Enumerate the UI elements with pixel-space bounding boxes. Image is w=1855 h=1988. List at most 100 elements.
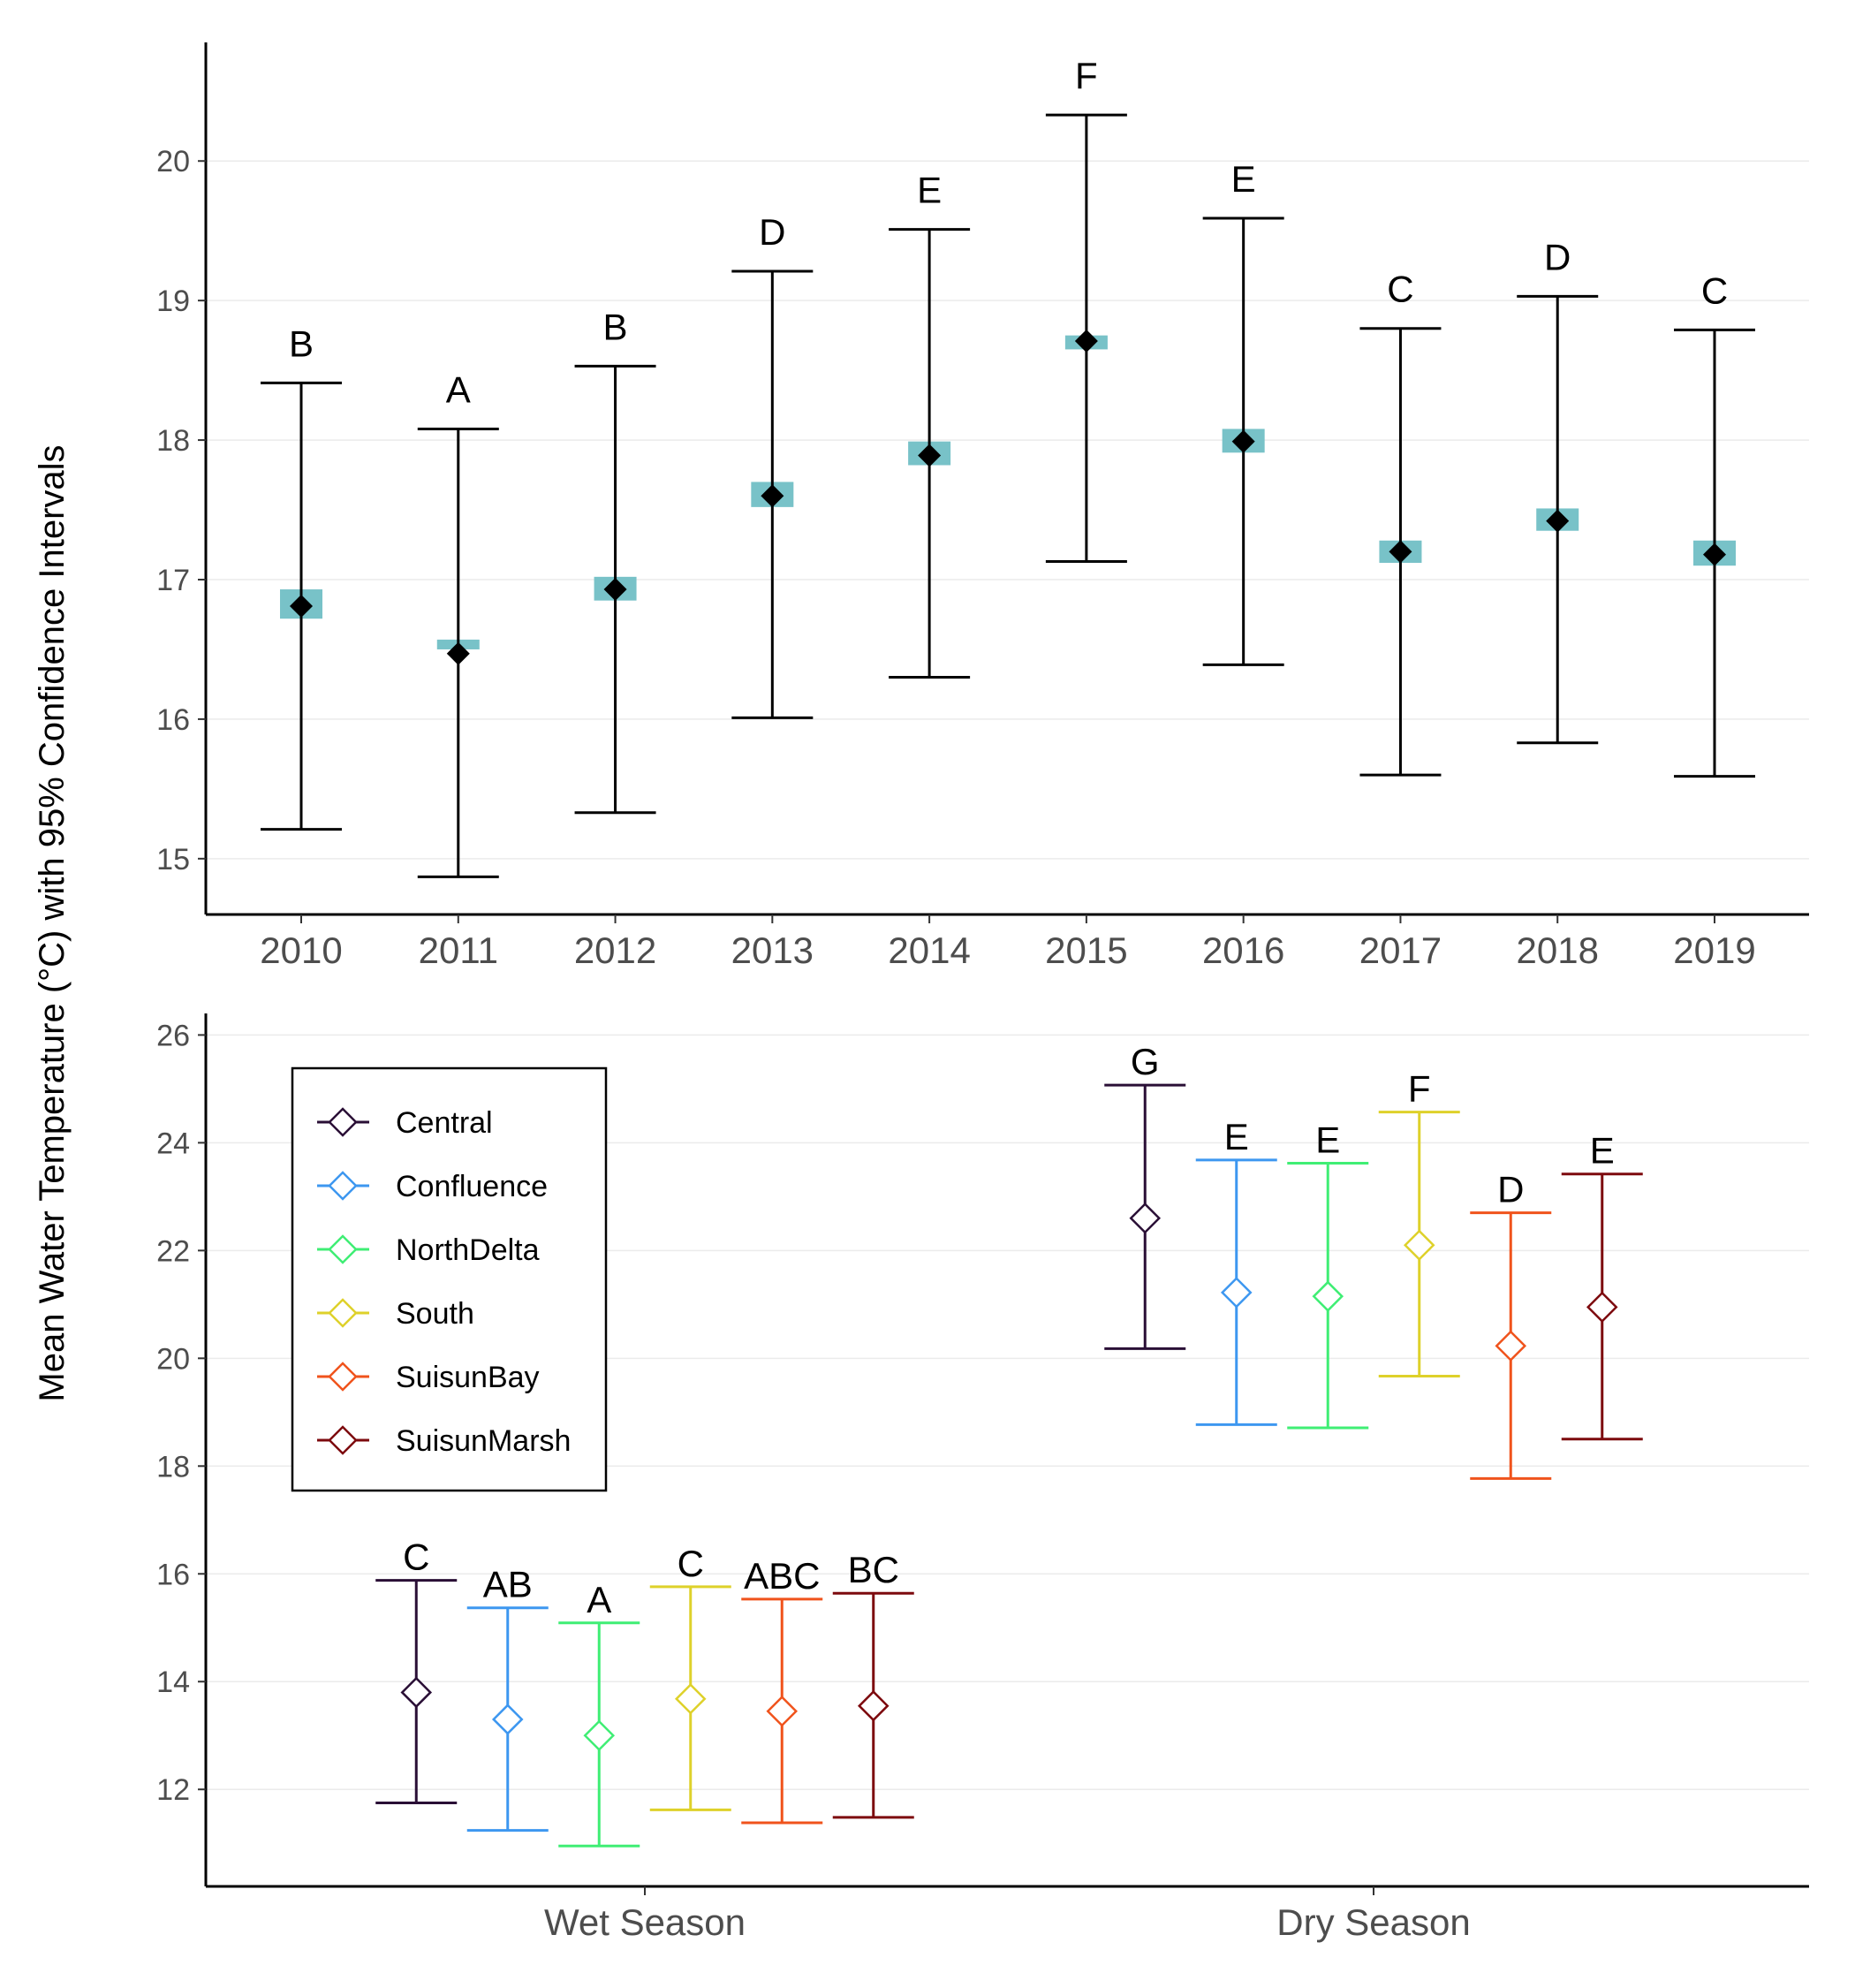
mean-marker: [1586, 1291, 1618, 1324]
legend-key-marker: [328, 1362, 358, 1392]
significance-letter: F: [1075, 55, 1098, 96]
bottom-y-tick-label: 14: [156, 1666, 190, 1699]
legend-label: South: [396, 1297, 474, 1331]
mean-marker: [761, 484, 784, 508]
legend: Central Confluence NorthDelta South SuisunBa…: [291, 1066, 608, 1492]
top-gridlines: [206, 160, 1809, 860]
legend-key-marker: [328, 1171, 358, 1201]
significance-letter: B: [603, 306, 628, 347]
top-x-tick-label: 2016: [1202, 930, 1284, 971]
mean-marker: [290, 594, 313, 618]
mean-marker: [1546, 509, 1570, 533]
top-x-tick-label: 2012: [574, 930, 656, 971]
legend-key: [317, 1425, 369, 1455]
top-x-tick-label: 2017: [1359, 930, 1442, 971]
mean-marker: [1074, 329, 1098, 353]
mean-marker: [1220, 1277, 1253, 1309]
legend-key-marker: [328, 1298, 358, 1328]
top-x-tick-labels: 2010 2011 2012 2013 2014 2015 2016 2017 2018 2019: [260, 914, 1756, 971]
significance-letter: AB: [483, 1564, 533, 1605]
seasonal-region-panel: C G AB E A E C F ABC D BC E 12 14 16 18 20 22 24 26 Wet Se…: [156, 1013, 1809, 1943]
legend-key-marker: [328, 1234, 358, 1264]
significance-letter: B: [289, 322, 314, 364]
bottom-axes: [204, 1013, 1809, 1888]
top-x-tick-label: 2010: [260, 930, 342, 971]
bottom-x-tick-label: Dry Season: [1276, 1901, 1470, 1943]
significance-letter: G: [1131, 1041, 1160, 1082]
significance-letter: D: [759, 211, 785, 253]
top-x-tick-label: 2011: [419, 930, 498, 971]
mean-marker: [400, 1676, 433, 1709]
mean-marker: [1231, 429, 1255, 453]
mean-marker: [1129, 1202, 1162, 1234]
significance-letter: D: [1497, 1169, 1524, 1210]
legend-key: [317, 1298, 369, 1328]
mean-marker: [1389, 540, 1412, 564]
legend-label: SuisunBay: [396, 1361, 540, 1394]
significance-letter: ABC: [744, 1555, 820, 1597]
top-y-tick-label: 16: [156, 703, 190, 737]
mean-marker: [1703, 543, 1726, 566]
significance-letter: E: [1590, 1130, 1615, 1172]
bottom-y-tick-label: 22: [156, 1234, 190, 1268]
mean-marker: [583, 1719, 616, 1751]
mean-marker: [766, 1696, 799, 1727]
y-axis-title: Mean Water Temperature (°C) with 95% Con…: [33, 444, 72, 1401]
top-x-tick-label: 2018: [1517, 930, 1599, 971]
top-mean-markers: [290, 329, 1726, 665]
significance-letter: E: [917, 170, 942, 211]
top-x-tick-label: 2013: [731, 930, 814, 971]
bottom-x-tick-labels: Wet Season Dry Season: [544, 1886, 1471, 1943]
significance-letter: D: [1544, 236, 1571, 277]
bottom-significance-letters: C G AB E A E C F ABC D BC E: [403, 1041, 1615, 1620]
top-y-tick-label: 18: [156, 424, 190, 458]
top-significance-letters: B A B D E F E C D C: [289, 55, 1728, 410]
yearly-temperature-panel: B A B D E F E C D C 15 16 17 18 19 20 2010 2011 2012 2013…: [156, 42, 1809, 971]
significance-letter: E: [1315, 1119, 1340, 1161]
top-y-tick-label: 15: [156, 843, 190, 876]
significance-letter: F: [1408, 1068, 1431, 1110]
mean-marker: [674, 1682, 707, 1715]
bottom-y-tick-label: 16: [156, 1558, 190, 1591]
bottom-y-tick-label: 20: [156, 1342, 190, 1376]
top-x-tick-label: 2014: [888, 930, 970, 971]
legend-label: Central: [396, 1106, 493, 1140]
mean-marker: [857, 1689, 890, 1722]
mean-marker: [1403, 1229, 1435, 1262]
significance-letter: BC: [848, 1549, 899, 1590]
significance-letter: C: [1387, 269, 1413, 310]
legend-box: [291, 1066, 608, 1492]
legend-key: [317, 1234, 369, 1264]
top-y-tick-labels: 15 16 17 18 19 20: [156, 145, 206, 876]
bottom-y-tick-label: 24: [156, 1127, 190, 1160]
legend-label: NorthDelta: [396, 1233, 540, 1267]
top-x-tick-label: 2015: [1045, 930, 1127, 971]
mean-marker: [1312, 1280, 1344, 1312]
significance-letter: C: [403, 1537, 429, 1578]
significance-letter: E: [1231, 158, 1256, 200]
top-x-tick-label: 2019: [1673, 930, 1755, 971]
bottom-y-tick-label: 18: [156, 1450, 190, 1483]
mean-marker: [491, 1703, 524, 1735]
top-y-tick-label: 20: [156, 145, 190, 178]
significance-letter: A: [446, 368, 471, 410]
mean-marker: [446, 641, 470, 665]
top-axes: [204, 42, 1809, 916]
significance-letter: C: [1701, 269, 1728, 311]
bottom-mean-markers: [400, 1202, 1618, 1751]
bottom-y-tick-label: 26: [156, 1019, 190, 1052]
mean-marker: [603, 578, 627, 602]
bottom-x-tick-label: Wet Season: [544, 1901, 746, 1943]
legend-key: [317, 1107, 369, 1137]
legend-label: SuisunMarsh: [396, 1424, 571, 1458]
bottom-y-tick-labels: 12 14 16 18 20 22 24 26: [156, 1019, 206, 1807]
legend-key-marker: [328, 1107, 358, 1137]
mean-marker: [1495, 1330, 1527, 1362]
top-y-tick-label: 17: [156, 564, 190, 597]
mean-marker: [918, 444, 942, 467]
bottom-y-tick-label: 12: [156, 1773, 190, 1807]
legend-label: Confluence: [396, 1170, 548, 1203]
legend-key: [317, 1362, 369, 1392]
significance-letter: C: [678, 1543, 704, 1584]
